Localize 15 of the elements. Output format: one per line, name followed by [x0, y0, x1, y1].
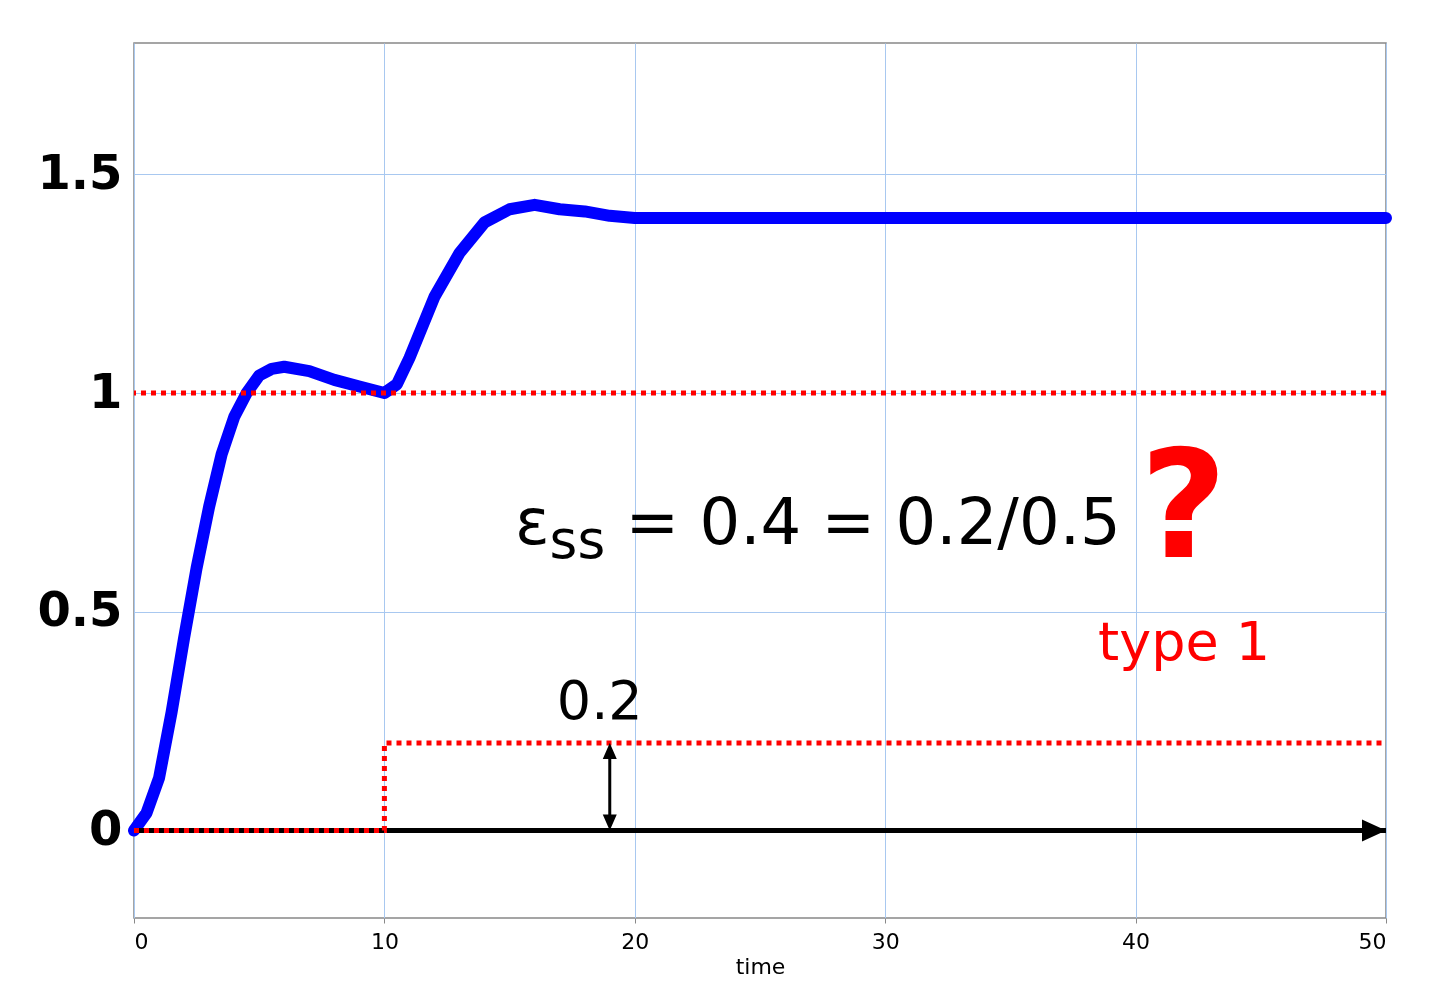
y-tick-label: 1.5 — [37, 143, 123, 200]
y-tick-label: 0.5 — [37, 581, 123, 638]
y-tick-label: 1 — [89, 362, 123, 419]
annotation: type 1 — [1098, 610, 1271, 673]
x-tick-label: 40 — [1122, 928, 1151, 954]
x-tick-label: 10 — [370, 928, 399, 954]
annotation: ε$_{ss}$ = 0.4 = 0.2/0.5 — [515, 485, 1121, 571]
y-tick-label: 0 — [89, 800, 123, 856]
x-tick-label: 50 — [1358, 928, 1387, 954]
annotation: 0.2 — [556, 669, 643, 732]
x-axis-title: time — [735, 953, 786, 979]
x-tick-label: 0 — [134, 928, 149, 954]
annotation: ? — [1140, 418, 1228, 592]
x-tick-label: 30 — [871, 928, 900, 954]
x-tick-label: 20 — [621, 928, 650, 954]
